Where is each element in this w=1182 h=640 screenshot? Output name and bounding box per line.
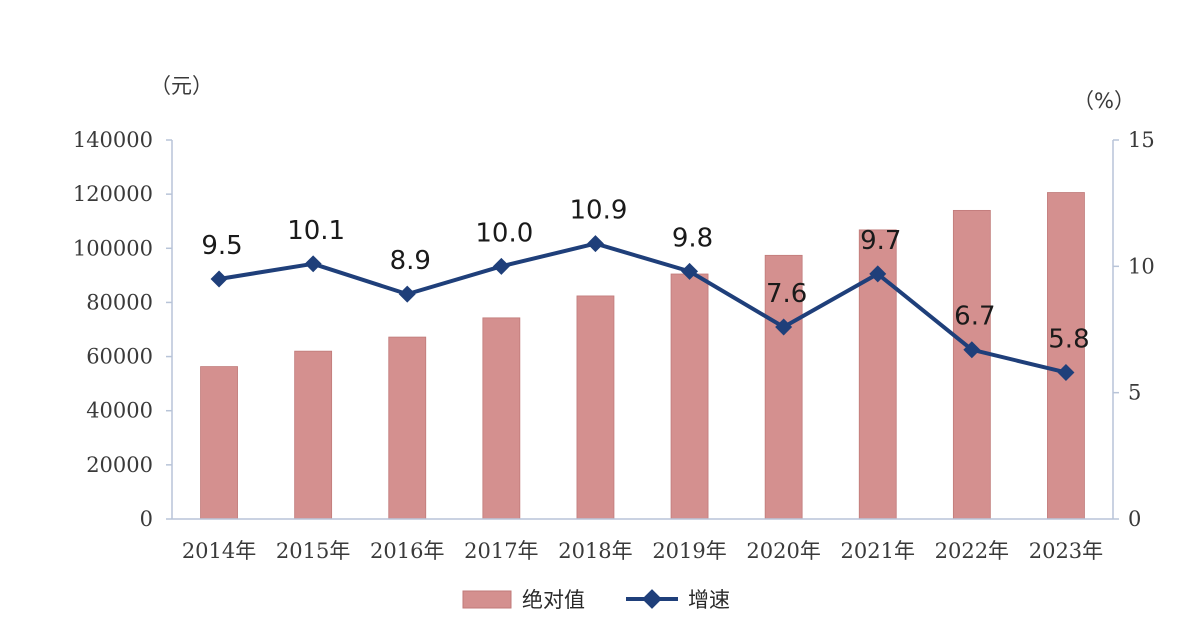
left-axis-unit: （元） bbox=[150, 74, 213, 98]
growth-label-2020年: 7.6 bbox=[766, 279, 807, 309]
growth-point-2017年 bbox=[492, 257, 510, 275]
legend-label-line: 增速 bbox=[688, 588, 730, 612]
bar-2016年 bbox=[388, 336, 427, 520]
growth-label-2014年: 9.5 bbox=[201, 231, 242, 261]
bar-2017年 bbox=[482, 317, 521, 520]
growth-label-2018年: 10.9 bbox=[570, 196, 628, 226]
x-tick-label: 2022年 bbox=[935, 539, 1009, 563]
bar-2014年 bbox=[200, 366, 238, 520]
right-axis-unit: （%） bbox=[1073, 89, 1135, 113]
growth-point-2019年 bbox=[681, 262, 699, 280]
bar-2022年 bbox=[952, 209, 991, 520]
left-tick-label: 120000 bbox=[73, 182, 153, 206]
left-tick-label: 0 bbox=[140, 507, 153, 531]
x-tick-label: 2014年 bbox=[182, 539, 256, 563]
right-tick-label: 10 bbox=[1128, 254, 1155, 278]
right-axis-ticks: 0 5 10 15 bbox=[1113, 128, 1155, 531]
bar-series bbox=[200, 192, 1085, 520]
growth-point-2020年 bbox=[775, 318, 793, 336]
growth-label-2023年: 5.8 bbox=[1048, 324, 1089, 354]
legend-marker-line bbox=[642, 589, 662, 609]
x-tick-label: 2017年 bbox=[464, 539, 538, 563]
growth-point-2021年 bbox=[869, 265, 887, 283]
growth-point-2016年 bbox=[398, 285, 416, 303]
axes bbox=[171, 140, 1114, 520]
growth-label-2017年: 10.0 bbox=[475, 218, 533, 248]
legend-swatch-bar bbox=[462, 590, 512, 609]
x-tick-label: 2019年 bbox=[652, 539, 726, 563]
growth-point-2015年 bbox=[304, 255, 322, 273]
x-tick-label: 2018年 bbox=[558, 539, 632, 563]
x-tick-label: 2016年 bbox=[370, 539, 444, 563]
growth-point-2014年 bbox=[210, 270, 228, 288]
bar-2018年 bbox=[576, 295, 615, 520]
x-axis-ticks: 2014年 2015年 2016年 2017年 2018年 2019年 2020年 2021年… bbox=[182, 539, 1103, 563]
right-tick-label: 15 bbox=[1128, 128, 1155, 152]
line-series bbox=[210, 235, 1075, 381]
x-tick-label: 2021年 bbox=[841, 539, 915, 563]
left-tick-label: 100000 bbox=[73, 236, 153, 260]
right-tick-label: 0 bbox=[1128, 507, 1141, 531]
x-tick-label: 2020年 bbox=[746, 539, 820, 563]
bar-2015年 bbox=[294, 350, 333, 520]
x-tick-label: 2015年 bbox=[276, 539, 350, 563]
bar-2023年 bbox=[1047, 192, 1085, 520]
legend-label-bar: 绝对值 bbox=[522, 588, 585, 612]
left-tick-label: 40000 bbox=[86, 399, 153, 423]
growth-point-2018年 bbox=[586, 235, 604, 253]
growth-point-2022年 bbox=[963, 341, 981, 359]
x-tick-label: 2023年 bbox=[1029, 539, 1103, 563]
growth-label-2016年: 8.9 bbox=[390, 246, 431, 276]
left-tick-label: 80000 bbox=[86, 290, 153, 314]
growth-label-2021年: 9.7 bbox=[860, 226, 901, 256]
legend: 绝对值 增速 bbox=[462, 588, 730, 612]
growth-label-2022年: 6.7 bbox=[954, 302, 995, 332]
left-tick-label: 140000 bbox=[73, 128, 153, 152]
growth-line bbox=[218, 241, 1067, 375]
bar-2019年 bbox=[670, 273, 709, 520]
right-tick-label: 5 bbox=[1128, 381, 1141, 405]
left-axis-ticks: 0 20000 40000 60000 80000 100000 120000 140000 bbox=[73, 128, 172, 531]
data-labels: 9.5 10.1 8.9 10.0 10.9 9.8 7.6 9.7 6.7 5.8 bbox=[201, 196, 1089, 355]
growth-label-2015年: 10.1 bbox=[287, 216, 345, 246]
growth-label-2019年: 9.8 bbox=[672, 223, 713, 253]
left-tick-label: 20000 bbox=[86, 453, 153, 477]
left-tick-label: 60000 bbox=[86, 345, 153, 369]
